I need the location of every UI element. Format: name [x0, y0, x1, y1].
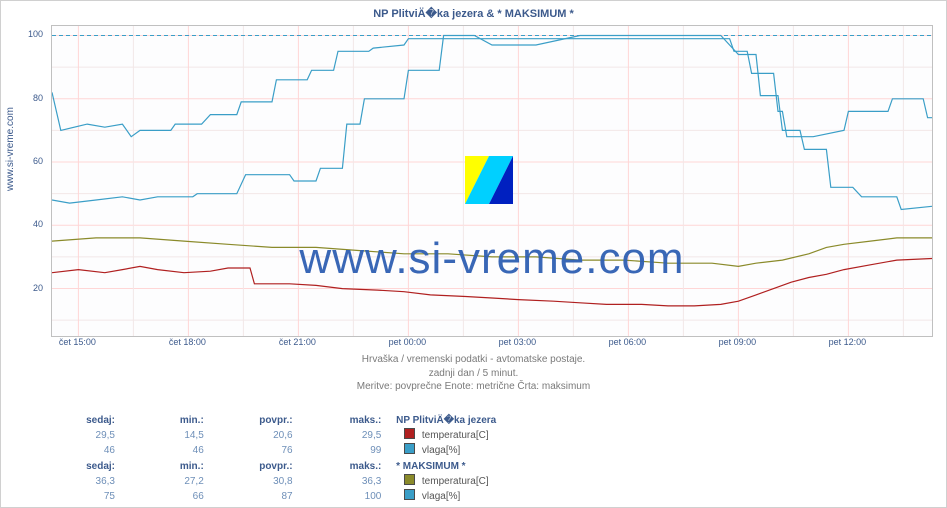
legend-block-2: sedaj: min.: povpr.: maks.: * MAKSIMUM *…	[35, 461, 489, 502]
hdr-sedaj: sedaj:	[35, 461, 121, 472]
l2r0-sedaj: 36,3	[35, 476, 121, 487]
l1r0-sedaj: 29,5	[35, 430, 121, 441]
hdr-sedaj: sedaj:	[35, 415, 121, 426]
l2r1-sedaj: 75	[35, 491, 121, 502]
hdr-min: min.:	[124, 415, 210, 426]
swatch-icon	[404, 474, 415, 485]
y-tick-label: 40	[33, 219, 43, 229]
y-tick-label: 100	[28, 29, 43, 39]
caption-line-2: zadnji dan / 5 minut.	[1, 367, 946, 381]
l1r1-maks: 99	[301, 445, 387, 456]
l1r1-sedaj: 46	[35, 445, 121, 456]
chart-title: NP PlitviÄ�ka jezera & * MAKSIMUM *	[1, 1, 946, 22]
series-layer	[52, 26, 932, 336]
y-tick-label: 60	[33, 156, 43, 166]
legend2-name: * MAKSIMUM *	[390, 461, 465, 472]
x-tick-label: pet 03:00	[499, 337, 537, 347]
x-tick-label: pet 09:00	[719, 337, 757, 347]
x-tick-label: pet 00:00	[389, 337, 427, 347]
l1r1-label: vlaga[%]	[422, 445, 460, 456]
y-tick-label: 20	[33, 283, 43, 293]
x-tick-label: pet 12:00	[829, 337, 867, 347]
l1r0-povpr: 20,6	[213, 430, 299, 441]
x-axis: čet 15:00 čet 18:00 čet 21:00 pet 00:00 pet …	[51, 337, 931, 351]
caption-line-3: Meritve: povprečne Enote: metrične Črta:…	[1, 380, 946, 394]
hdr-min: min.:	[124, 461, 210, 472]
l2r1-maks: 100	[301, 491, 387, 502]
l2r0-maks: 36,3	[301, 476, 387, 487]
legend-block-1: sedaj: min.: povpr.: maks.: NP PlitviÄ�k…	[35, 415, 496, 456]
l2r1-povpr: 87	[213, 491, 299, 502]
swatch-icon	[404, 428, 415, 439]
l1r1-min: 46	[124, 445, 210, 456]
l2r1-label: vlaga[%]	[422, 491, 460, 502]
hdr-povpr: povpr.:	[213, 461, 299, 472]
l2r0-label: temperatura[C]	[422, 476, 489, 487]
swatch-icon	[404, 443, 415, 454]
l1r0-maks: 29,5	[301, 430, 387, 441]
l1r0-label: temperatura[C]	[422, 430, 489, 441]
caption: Hrvaška / vremenski podatki - avtomatske…	[1, 353, 946, 394]
x-tick-label: čet 21:00	[279, 337, 316, 347]
l2r0-min: 27,2	[124, 476, 210, 487]
y-tick-label: 80	[33, 93, 43, 103]
x-tick-label: čet 18:00	[169, 337, 206, 347]
l1r0-min: 14,5	[124, 430, 210, 441]
legend1-name: NP PlitviÄ�ka jezera	[390, 415, 496, 426]
chart-container: NP PlitviÄ�ka jezera & * MAKSIMUM * www.…	[0, 0, 947, 508]
l1r1-povpr: 76	[213, 445, 299, 456]
x-tick-label: pet 06:00	[609, 337, 647, 347]
hdr-maks: maks.:	[301, 461, 387, 472]
hdr-povpr: povpr.:	[213, 415, 299, 426]
hdr-maks: maks.:	[301, 415, 387, 426]
l2r1-min: 66	[124, 491, 210, 502]
swatch-icon	[404, 489, 415, 500]
plot-area: www.si-vreme.com	[51, 25, 933, 337]
y-axis: 20 40 60 80 100	[1, 25, 47, 335]
l2r0-povpr: 30,8	[213, 476, 299, 487]
caption-line-1: Hrvaška / vremenski podatki - avtomatske…	[1, 353, 946, 367]
x-tick-label: čet 15:00	[59, 337, 96, 347]
